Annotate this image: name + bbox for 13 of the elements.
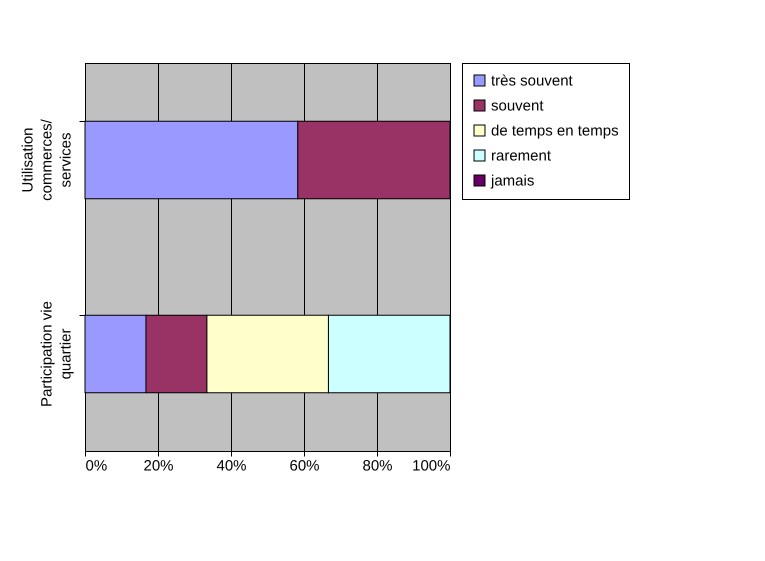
x-tick-label: 0%: [86, 458, 108, 474]
legend-label: très souvent: [491, 72, 574, 90]
legend-label: souvent: [491, 98, 544, 114]
x-tick-label: 80%: [362, 458, 393, 474]
x-tick-label: 100%: [412, 458, 450, 474]
x-tick-label: 40%: [216, 458, 247, 474]
x-tick-label: 20%: [143, 458, 174, 474]
x-tick-label: 60%: [289, 458, 320, 474]
legend-label: jamais: [490, 172, 534, 190]
y-tick-label: Participation vie quartier: [38, 301, 74, 407]
legend-label: rarement: [491, 148, 552, 164]
y-tick-label: Utilisation commerces/ services: [20, 118, 74, 201]
legend-label: de temps en temps: [491, 122, 619, 140]
